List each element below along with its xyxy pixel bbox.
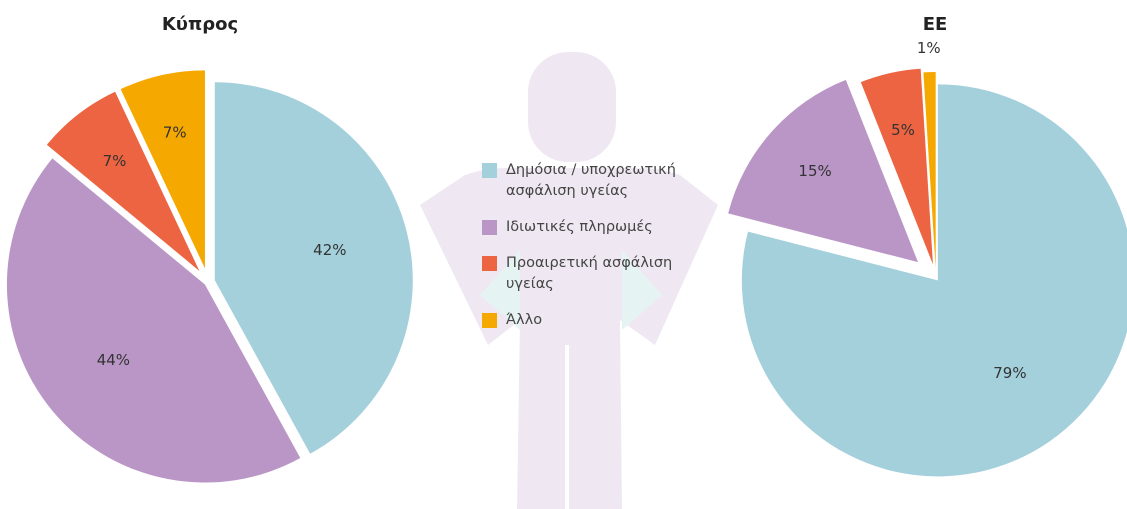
leg-gap [565,345,569,509]
pie-slice [120,70,205,269]
pie-slice [46,91,200,271]
pie-slice [6,158,301,483]
legend-label: Άλλο [506,312,543,328]
pie-slice [214,82,413,454]
data-label: 15% [798,162,831,180]
data-label: 7% [103,152,127,170]
legend-label: Προαιρετική ασφάλιση υγείας [506,255,673,292]
pie-slice [728,79,918,263]
legend-swatch [482,256,497,271]
legend-swatch [482,220,497,235]
pie-slice [860,68,933,265]
chart-title: Κύπρος [162,14,238,35]
legend-item: Προαιρετική ασφάλιση υγείας [482,253,697,295]
data-label: 5% [891,121,915,139]
legend-label: Ιδιωτικές πληρωμές [506,219,653,235]
data-label: 42% [313,241,346,259]
pie-slice [923,72,936,269]
data-label: 44% [97,351,130,369]
pie-slice [741,84,1127,477]
legend-item: Ιδιωτικές πληρωμές [482,217,697,238]
legend-item: Δημόσια / υποχρεωτική ασφάλιση υγείας [482,160,697,202]
data-label: 1% [917,39,941,57]
chart-title: ΕΕ [923,14,948,35]
legend-swatch [482,313,497,328]
arm-gap [480,250,662,330]
data-label: 7% [163,124,187,142]
person-silhouette [420,52,718,509]
legend: Δημόσια / υποχρεωτική ασφάλιση υγείας Ιδι… [482,160,697,346]
data-label: 79% [993,364,1026,382]
legend-label: Δημόσια / υποχρεωτική ασφάλιση υγείας [506,162,676,199]
legend-item: Άλλο [482,310,697,331]
legend-swatch [482,163,497,178]
